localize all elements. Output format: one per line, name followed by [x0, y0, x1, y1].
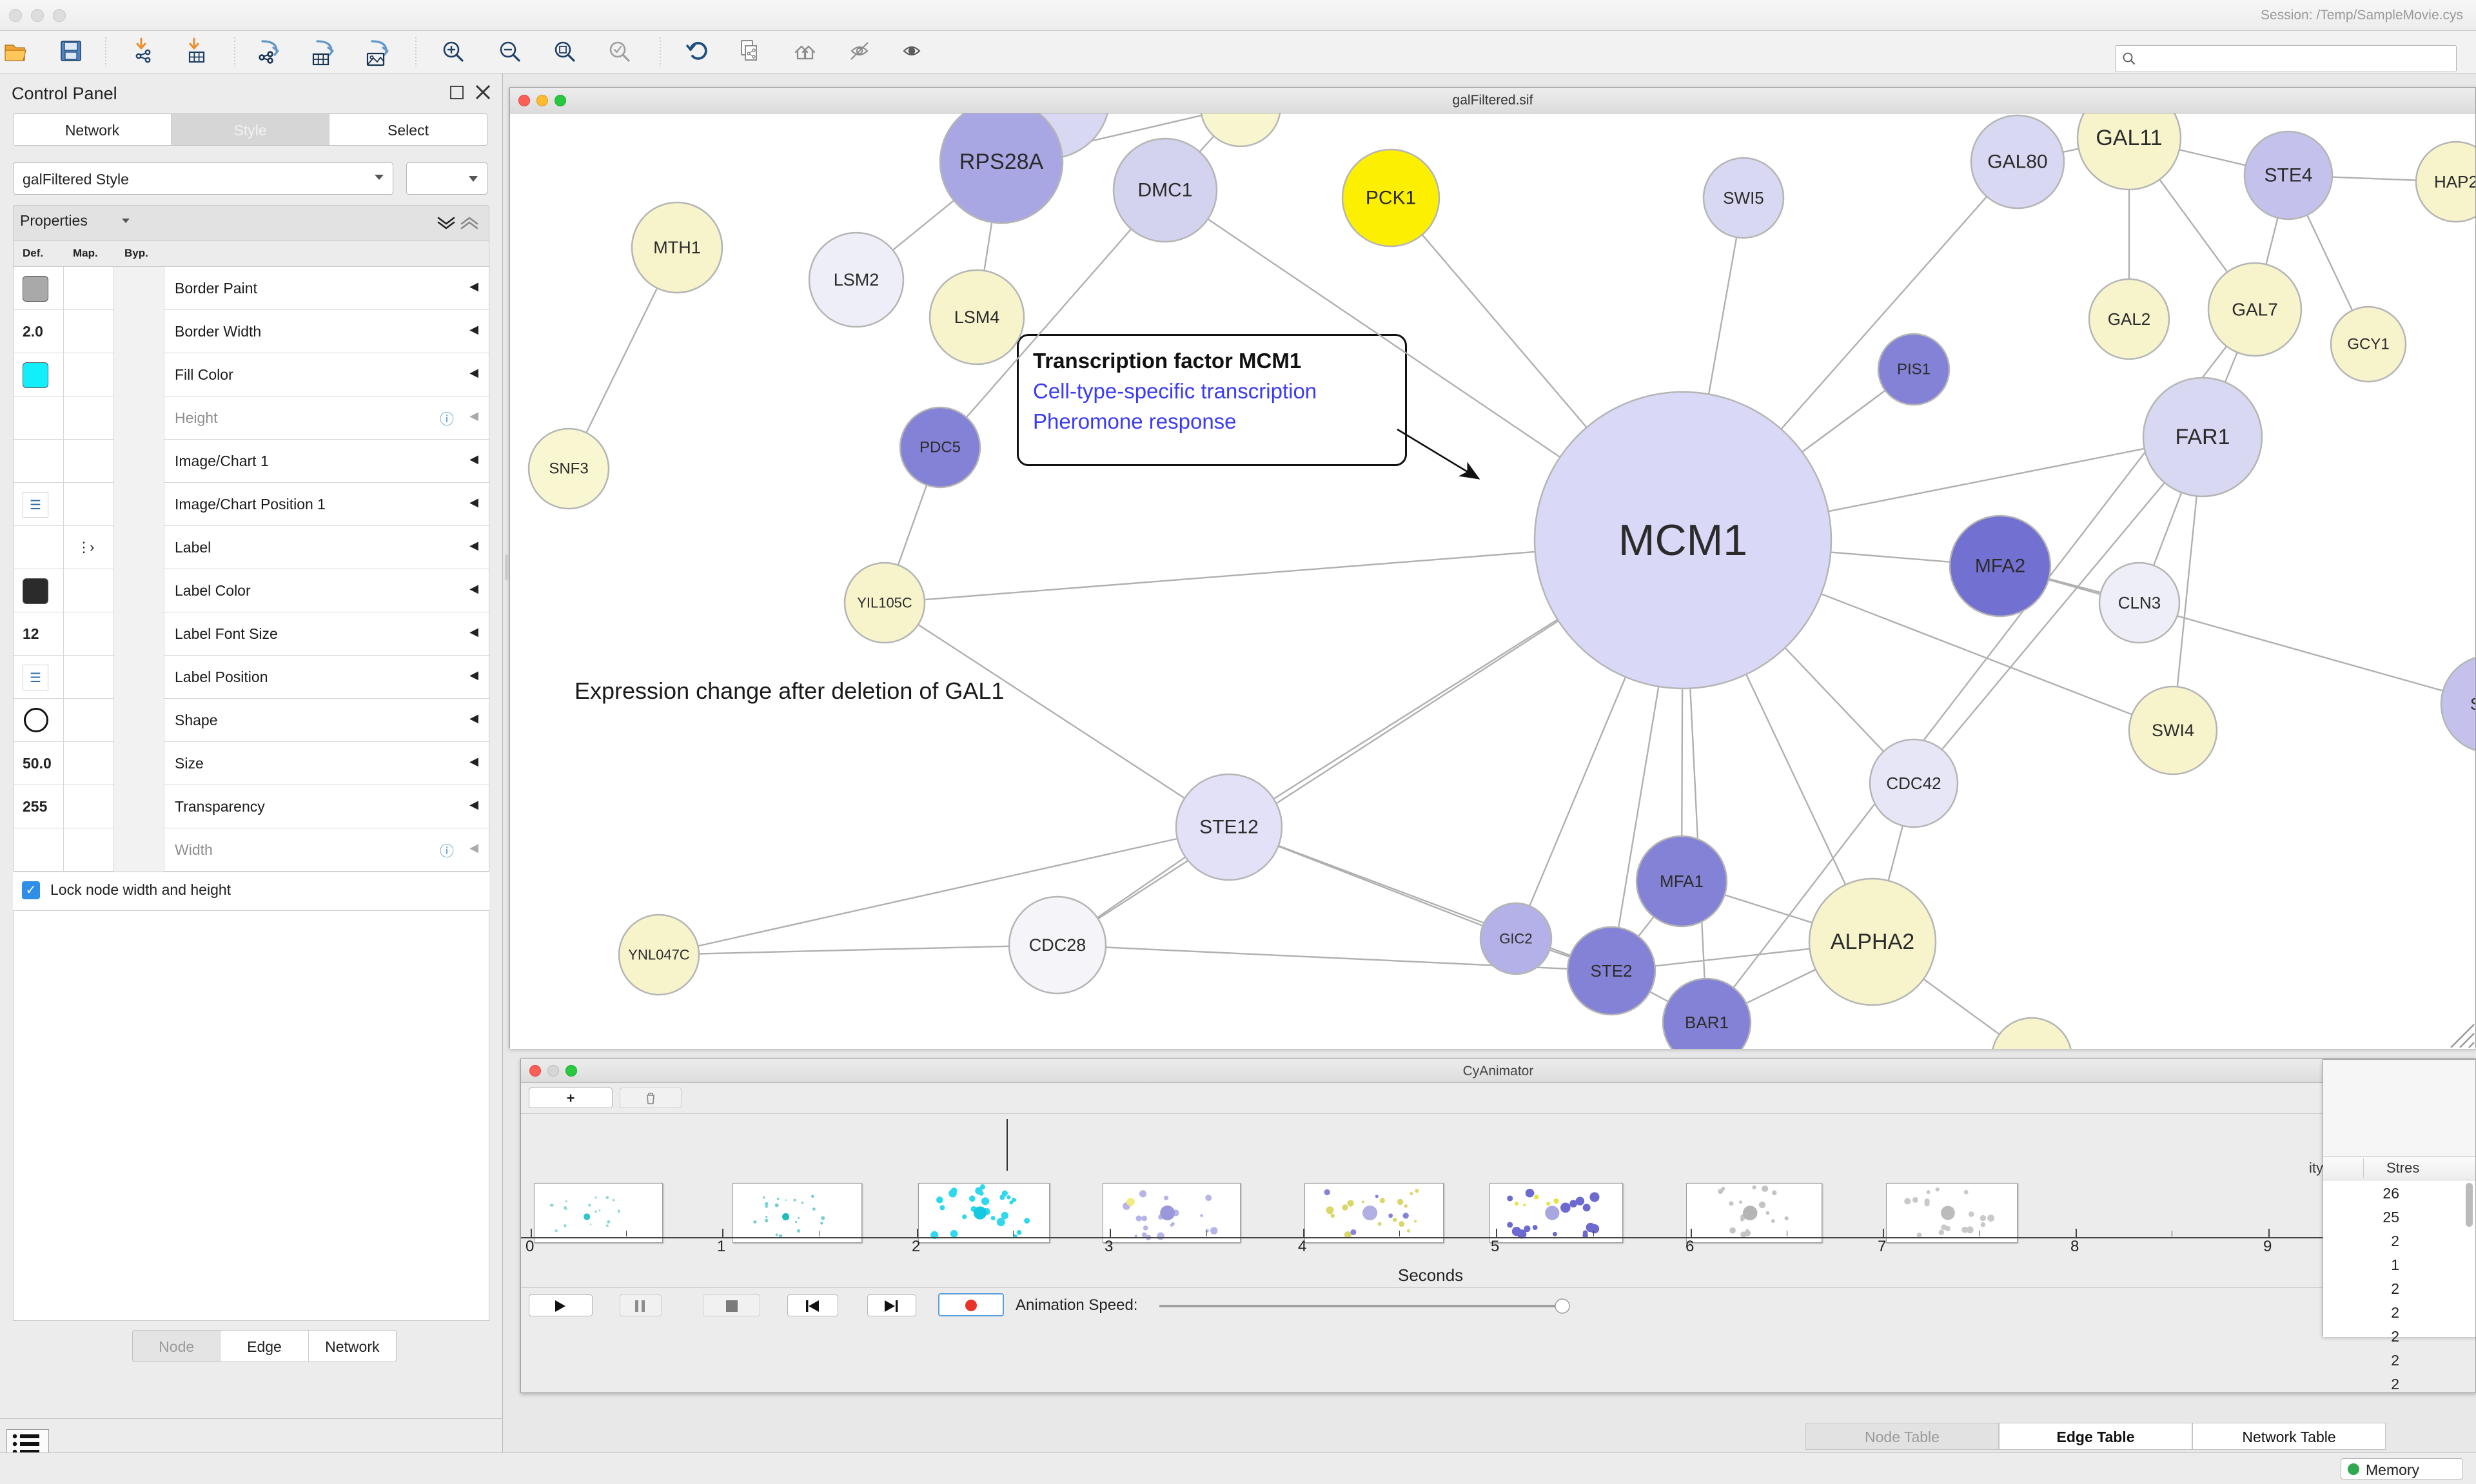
svg-text:STE12: STE12	[1199, 817, 1259, 838]
svg-text:SWI5: SWI5	[1723, 188, 1764, 208]
svg-text:GAL11: GAL11	[2096, 126, 2162, 150]
svg-text:STE4: STE4	[2264, 165, 2312, 186]
svg-text:FAR1: FAR1	[2175, 425, 2230, 449]
svg-text:GIC2: GIC2	[1499, 931, 1532, 947]
svg-text:LSM4: LSM4	[954, 308, 1000, 327]
svg-text:PIS1: PIS1	[1897, 361, 1931, 378]
svg-text:MFA1: MFA1	[1660, 872, 1704, 891]
svg-text:YNL047C: YNL047C	[628, 947, 690, 963]
svg-text:STE2: STE2	[1590, 961, 1632, 981]
svg-text:BAR1: BAR1	[1685, 1013, 1729, 1032]
svg-text:CDC42: CDC42	[1886, 774, 1941, 793]
svg-text:MFA2: MFA2	[1975, 556, 2025, 577]
svg-text:GAL2: GAL2	[2108, 309, 2151, 329]
svg-text:GCY1: GCY1	[2347, 336, 2389, 353]
svg-text:SLT2: SLT2	[2470, 694, 2475, 714]
svg-text:LSM2: LSM2	[834, 270, 879, 289]
svg-text:MCM1: MCM1	[1618, 516, 1747, 565]
svg-text:MTH1: MTH1	[653, 238, 701, 257]
svg-text:PDC5: PDC5	[919, 439, 961, 456]
svg-text:RPS28A: RPS28A	[959, 150, 1044, 174]
svg-text:GAL7: GAL7	[2232, 300, 2278, 320]
svg-text:SWI4: SWI4	[2152, 721, 2194, 740]
svg-text:YIL105C: YIL105C	[857, 595, 912, 611]
svg-text:ALPHA2: ALPHA2	[1831, 930, 1914, 954]
svg-text:SNF3: SNF3	[549, 460, 588, 478]
svg-text:PCK1: PCK1	[1366, 188, 1416, 209]
svg-text:DMC1: DMC1	[1137, 180, 1192, 201]
svg-text:HAP2: HAP2	[2434, 172, 2475, 191]
svg-text:GAL80: GAL80	[1987, 151, 2047, 173]
svg-text:CDC28: CDC28	[1029, 935, 1086, 955]
svg-text:CLN3: CLN3	[2118, 593, 2161, 612]
svg-text:DCP1: DCP1	[1218, 113, 1263, 116]
